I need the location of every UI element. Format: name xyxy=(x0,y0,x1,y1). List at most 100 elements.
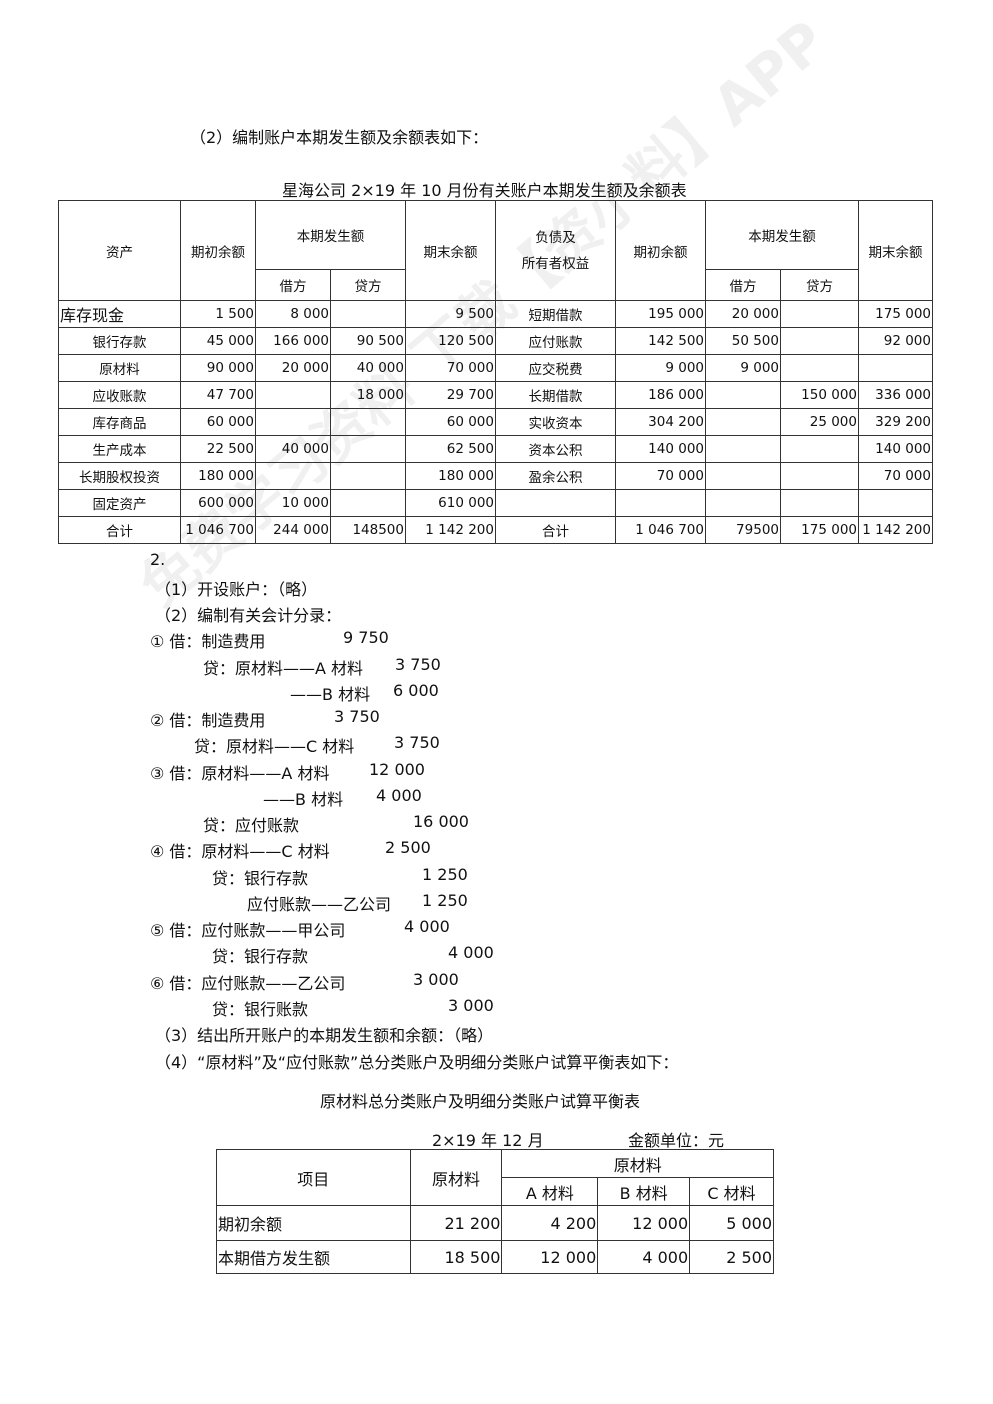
cell-ac xyxy=(330,435,406,463)
cell-a: 合计 xyxy=(58,516,181,544)
cell-ad xyxy=(255,381,331,409)
cell-ld: 20 000 xyxy=(705,300,781,328)
cell-ae: 70 000 xyxy=(405,354,496,382)
cell-le: 140 000 xyxy=(858,435,933,463)
journal-line: ③ 借：原材料——A 材料 xyxy=(150,764,330,783)
header-group: 原材料 xyxy=(501,1149,774,1178)
journal-line: ④ 借：原材料——C 材料 xyxy=(150,842,330,861)
cell-ld: 79500 xyxy=(705,516,781,544)
cell-a: 长期股权投资 xyxy=(58,462,181,490)
journal-amount: 2 500 xyxy=(385,838,431,857)
header-item: 项目 xyxy=(216,1149,411,1206)
table-row: 固定资产 600 000 10 000 610 000 xyxy=(58,489,933,517)
cell-ao: 90 000 xyxy=(180,354,256,382)
cell-ac: 40 000 xyxy=(330,354,406,382)
cell-ae: 610 000 xyxy=(405,489,496,517)
cell-ae: 60 000 xyxy=(405,408,496,436)
header-total: 原材料 xyxy=(409,1149,503,1206)
table-row: 期初余额 21 200 4 200 12 000 5 000 xyxy=(216,1205,774,1241)
table2-date: 2×19 年 12 月 xyxy=(432,1131,544,1150)
journal-line: ② 借：制造费用 xyxy=(150,711,266,730)
cell-ac: 148500 xyxy=(330,516,406,544)
cell-ae: 29 700 xyxy=(405,381,496,409)
cell-l: 长期借款 xyxy=(495,381,616,409)
cell-le: 1 142 200 xyxy=(858,516,933,544)
cell-lc xyxy=(780,489,859,517)
journal-line: 贷：原材料——A 材料 xyxy=(203,659,364,678)
journal-amount: 3 750 xyxy=(334,707,380,726)
header-period: 本期发生额 xyxy=(705,200,859,270)
journal-line: 贷：原材料——C 材料 xyxy=(194,737,355,756)
cell-ad: 8 000 xyxy=(255,300,331,328)
cell-ao: 60 000 xyxy=(180,408,256,436)
journal-amount: 3 750 xyxy=(395,655,441,674)
cell-a: 原材料 xyxy=(58,354,181,382)
cell-lo: 195 000 xyxy=(615,300,706,328)
cell-ao: 22 500 xyxy=(180,435,256,463)
cell-lc: 150 000 xyxy=(780,381,859,409)
cell-le: 175 000 xyxy=(858,300,933,328)
cell-le xyxy=(858,489,933,517)
cell-l xyxy=(495,489,616,517)
header-liabilities: 负债及 所有者权益 xyxy=(495,200,616,301)
cell-ld xyxy=(705,489,781,517)
table-row: 原材料 90 000 20 000 40 000 70 000 应交税费 9 000 9 00… xyxy=(58,354,933,382)
cell-ae: 180 000 xyxy=(405,462,496,490)
journal-amount: 9 750 xyxy=(343,628,389,647)
journal-line: （1）开设账户：（略） xyxy=(155,580,318,599)
journal-amount: 6 000 xyxy=(393,681,439,700)
cell-lo: 304 200 xyxy=(615,408,706,436)
cell-ad xyxy=(255,462,331,490)
cell-ld: 9 000 xyxy=(705,354,781,382)
cell-ae: 1 142 200 xyxy=(405,516,496,544)
cell-a: 固定资产 xyxy=(58,489,181,517)
cell-ld xyxy=(705,435,781,463)
cell-le: 70 000 xyxy=(858,462,933,490)
cell-ao: 1 500 xyxy=(180,300,256,328)
header-liab-line1: 负债及 xyxy=(535,229,576,246)
cell-item: 本期借方发生额 xyxy=(216,1240,411,1274)
table-row: 本期借方发生额 18 500 12 000 4 000 2 500 xyxy=(216,1240,774,1274)
cell-lo: 142 500 xyxy=(615,327,706,355)
cell-c: 2 500 xyxy=(689,1240,774,1274)
cell-lo: 186 000 xyxy=(615,381,706,409)
cell-ao: 45 000 xyxy=(180,327,256,355)
cell-ao: 180 000 xyxy=(180,462,256,490)
journal-line: 贷：银行账款 xyxy=(212,1000,309,1019)
table-row: 库存现金 1 500 8 000 9 500 短期借款 195 000 20 000 175 … xyxy=(58,300,933,328)
journal-line: ① 借：制造费用 xyxy=(150,632,266,651)
table-row: 库存商品 60 000 60 000 实收资本 304 200 25 000 329 200 xyxy=(58,408,933,436)
balance-table: 资产 期初余额 本期发生额 期末余额 负债及 所有者权益 期初余额 本期发生额 期… xyxy=(58,200,933,544)
table-row: 合计 1 046 700 244 000 148500 1 142 200 合计 1 046… xyxy=(58,516,933,544)
cell-lc xyxy=(780,435,859,463)
journal-line: 贷：银行存款 xyxy=(212,947,309,966)
cell-lc: 25 000 xyxy=(780,408,859,436)
cell-a: 库存商品 xyxy=(58,408,181,436)
cell-ad: 244 000 xyxy=(255,516,331,544)
cell-l: 应付账款 xyxy=(495,327,616,355)
cell-l: 资本公积 xyxy=(495,435,616,463)
cell-total: 21 200 xyxy=(409,1205,503,1241)
header-debit: 借方 xyxy=(255,269,331,301)
journal-amount: 4 000 xyxy=(376,786,422,805)
cell-le: 92 000 xyxy=(858,327,933,355)
cell-ld xyxy=(705,462,781,490)
cell-l: 应交税费 xyxy=(495,354,616,382)
header-opening: 期初余额 xyxy=(180,200,256,301)
cell-le: 336 000 xyxy=(858,381,933,409)
cell-ac: 18 000 xyxy=(330,381,406,409)
cell-lc xyxy=(780,462,859,490)
cell-lc: 175 000 xyxy=(780,516,859,544)
cell-le xyxy=(858,354,933,382)
cell-l: 盈余公积 xyxy=(495,462,616,490)
header-a: A 材料 xyxy=(501,1177,599,1206)
cell-lc xyxy=(780,300,859,328)
cell-lo: 9 000 xyxy=(615,354,706,382)
cell-a: 应收账款 xyxy=(58,381,181,409)
journal-line: ⑤ 借：应付账款——甲公司 xyxy=(150,921,346,940)
table-row: 银行存款 45 000 166 000 90 500 120 500 应付账款 142 50… xyxy=(58,327,933,355)
journal-amount: 4 000 xyxy=(404,917,450,936)
header-closing: 期末余额 xyxy=(405,200,496,301)
journal-amount: 3 750 xyxy=(394,733,440,752)
journal-amount: 3 000 xyxy=(448,996,494,1015)
